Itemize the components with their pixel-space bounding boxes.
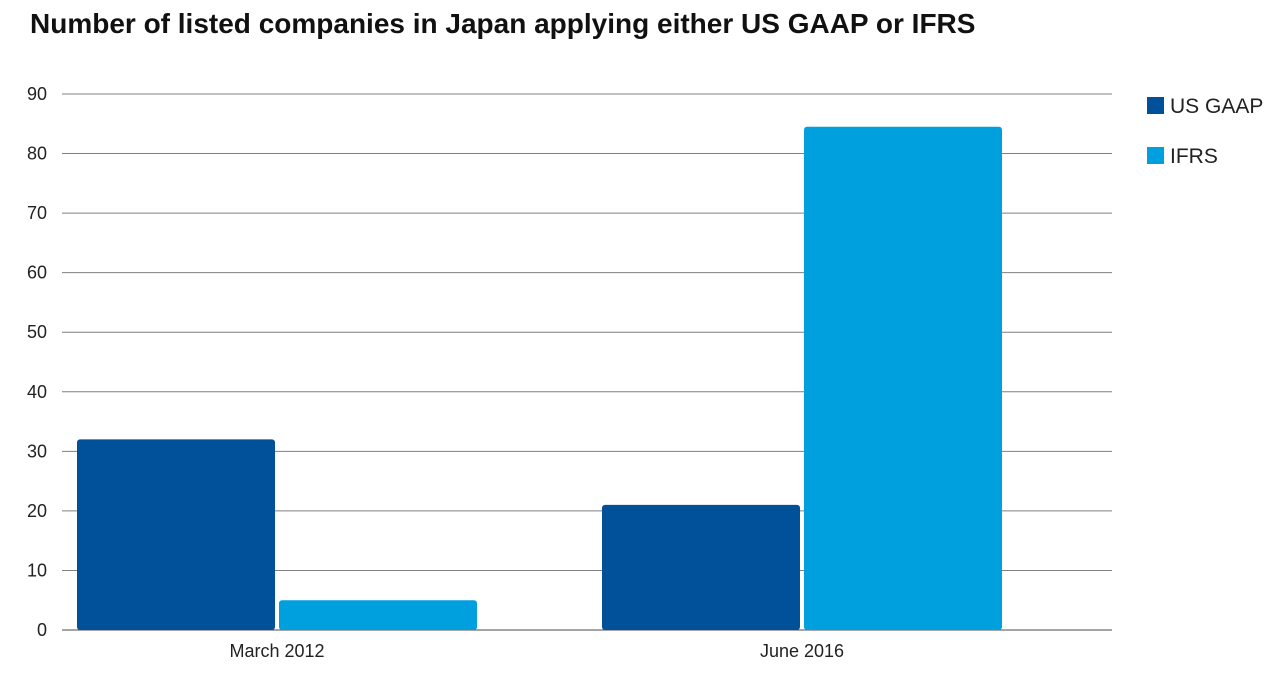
y-tick-label-70: 70 [27,203,47,223]
y-tick-label-50: 50 [27,322,47,342]
bar-ifrs-0 [279,600,477,630]
x-axis-labels: March 2012 June 2016 [229,641,844,661]
legend: US GAAP IFRS [1147,95,1263,168]
legend-label-us-gaap: US GAAP [1170,95,1263,118]
x-category-label-0: March 2012 [229,641,324,661]
legend-swatch-ifrs [1147,147,1164,164]
y-tick-label-30: 30 [27,441,47,461]
y-tick-label-40: 40 [27,382,47,402]
y-tick-label-60: 60 [27,263,47,283]
y-tick-label-10: 10 [27,560,47,580]
bar-us-gaap-0 [77,439,275,630]
y-axis-ticks: 0 10 20 30 40 50 60 70 80 90 [27,84,47,640]
y-tick-label-90: 90 [27,84,47,104]
chart-title: Number of listed companies in Japan appl… [30,8,976,39]
x-category-label-1: June 2016 [760,641,844,661]
y-tick-label-0: 0 [37,620,47,640]
y-tick-label-80: 80 [27,144,47,164]
bar-us-gaap-1 [602,504,800,630]
bars [77,126,1002,630]
bar-ifrs-1 [804,126,1002,630]
legend-swatch-us-gaap [1147,97,1164,114]
y-tick-label-20: 20 [27,501,47,521]
legend-label-ifrs: IFRS [1170,145,1218,168]
